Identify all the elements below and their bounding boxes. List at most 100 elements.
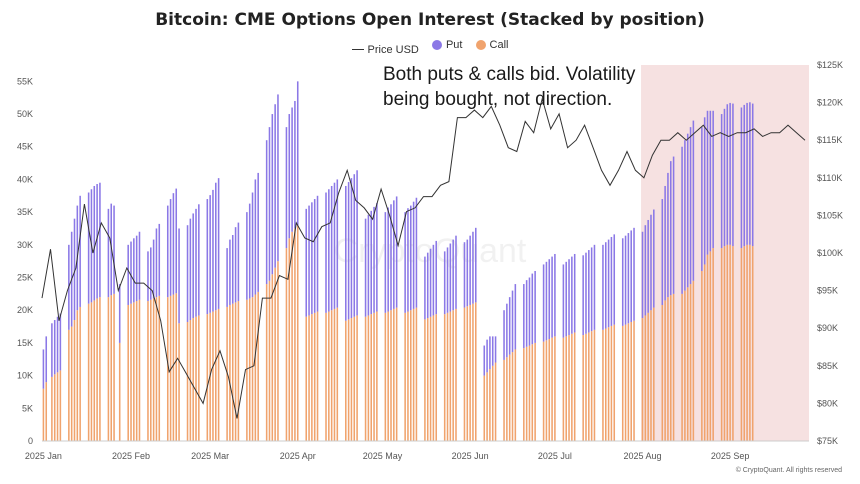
- bar-call: [296, 225, 299, 441]
- y-left-tick-label: 55K: [17, 76, 33, 86]
- bar-call: [562, 337, 565, 441]
- bar-call: [152, 298, 155, 441]
- bar-put: [308, 205, 310, 316]
- bar-put: [585, 252, 587, 334]
- bar-put: [525, 280, 528, 347]
- bar-call: [410, 310, 412, 441]
- bar-put: [647, 219, 649, 313]
- bar-call: [511, 352, 514, 441]
- bar-put: [285, 127, 288, 249]
- bar-put: [127, 244, 129, 305]
- bar-put: [582, 255, 584, 336]
- bar-call: [621, 325, 624, 441]
- bar-put: [415, 197, 418, 308]
- bar-put: [189, 218, 192, 321]
- bar-call: [483, 375, 486, 441]
- bar-put: [192, 213, 194, 319]
- bar-call: [127, 304, 129, 441]
- legend-label-put: Put: [445, 39, 463, 51]
- bar-put: [723, 108, 726, 247]
- bar-call: [706, 254, 709, 441]
- bar-call: [288, 238, 291, 441]
- bar-call: [545, 340, 548, 441]
- bar-call: [277, 261, 279, 441]
- bar-call: [627, 323, 630, 441]
- legend-item-call[interactable]: Call: [475, 39, 508, 51]
- x-tick-label: 2025 Feb: [112, 451, 150, 461]
- bar-call: [229, 304, 231, 441]
- bar-call: [709, 251, 712, 441]
- bar-put: [138, 231, 141, 300]
- bar-call: [491, 365, 494, 441]
- bar-call: [172, 294, 175, 441]
- bar-call: [150, 299, 152, 441]
- bar-put: [489, 336, 491, 370]
- bar-call: [740, 248, 743, 441]
- bar-put: [627, 233, 630, 324]
- bar-put: [265, 140, 268, 285]
- y-left-tick-label: 0: [28, 436, 33, 446]
- bar-call: [99, 297, 101, 441]
- bar-call: [254, 294, 257, 441]
- chart-legend: Price USD Put Call: [0, 39, 860, 56]
- bar-call: [133, 302, 135, 441]
- bar-put: [703, 117, 706, 265]
- bar-call: [135, 301, 138, 441]
- y-right-tick-label: $85K: [817, 361, 838, 371]
- bar-call: [602, 329, 604, 441]
- bar-put: [607, 239, 610, 328]
- legend-item-put[interactable]: Put: [431, 39, 463, 51]
- bar-put: [237, 222, 240, 302]
- bar-call: [508, 354, 511, 441]
- bar-call: [701, 270, 703, 441]
- bar-call: [367, 315, 370, 441]
- bar-put: [602, 244, 604, 330]
- bar-call: [554, 336, 556, 441]
- bar-put: [268, 127, 271, 281]
- bar-put: [53, 320, 56, 375]
- bar-call: [692, 280, 695, 441]
- bar-put: [390, 204, 392, 311]
- bar-call: [424, 319, 426, 441]
- legend-item-price[interactable]: Price USD: [351, 44, 419, 56]
- bar-put: [712, 110, 714, 249]
- bar-put: [404, 212, 406, 313]
- bar-put: [463, 242, 466, 308]
- bar-put: [195, 208, 197, 317]
- x-tick-label: 2025 Apr: [280, 451, 316, 461]
- bar-call: [452, 310, 454, 441]
- bar-call: [169, 295, 172, 441]
- bar-put: [198, 204, 200, 316]
- bar-call: [294, 228, 296, 441]
- bar-call: [542, 341, 545, 441]
- bar-call: [328, 311, 330, 441]
- copyright-notice: © CryptoQuant. All rights reserved: [735, 467, 842, 474]
- bar-put: [113, 205, 115, 294]
- bar-put: [73, 218, 76, 321]
- y-left-tick-label: 5K: [22, 403, 33, 413]
- bar-call: [531, 344, 534, 441]
- bar-put: [347, 182, 350, 320]
- bar-put: [573, 253, 576, 333]
- bar-put: [661, 199, 664, 305]
- bar-call: [633, 320, 635, 441]
- bar-put: [150, 247, 152, 300]
- bar-call: [429, 316, 432, 441]
- bar-call: [565, 336, 567, 441]
- bar-put: [672, 156, 675, 294]
- bar-call: [548, 338, 551, 441]
- bar-call: [390, 310, 392, 441]
- bar-put: [42, 349, 45, 389]
- bar-put: [689, 127, 692, 285]
- bar-put: [313, 199, 316, 313]
- bar-put: [726, 104, 729, 245]
- bar-put: [135, 235, 138, 302]
- bar-call: [56, 372, 59, 441]
- bar-call: [330, 310, 333, 441]
- bar-call: [316, 311, 319, 441]
- bar-call: [107, 297, 110, 441]
- bar-put: [367, 214, 370, 316]
- bar-call: [672, 293, 675, 441]
- bar-put: [133, 238, 135, 303]
- bar-put: [503, 310, 505, 360]
